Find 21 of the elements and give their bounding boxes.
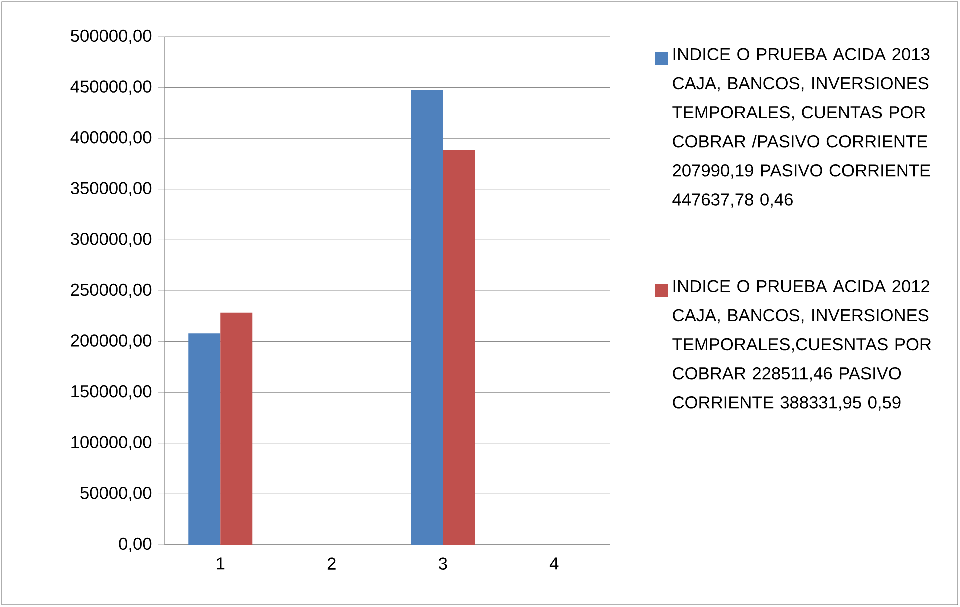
bar — [188, 334, 221, 545]
y-tick-label: 350000,00 — [71, 182, 152, 197]
y-tick-label: 450000,00 — [70, 80, 152, 95]
y-tick-label: 200000,00 — [71, 334, 152, 349]
legend-label: INDICE O PRUEBA ACIDA 2013 CAJA, BANCOS, INVERSIONES TEMPORALES, CUENTAS POR COBRAR /PASIVO CORRIENTE 207990,19 PASIVO CORRIENTE 447637,78 0,46 — [672, 48, 930, 208]
y-tick-label: 500000,00 — [71, 30, 152, 44]
y-tick-label: 400000,00 — [70, 131, 152, 146]
y-tick-label: 50000,00 — [80, 487, 152, 502]
y-tick-label: 100000,00 — [72, 436, 152, 451]
x-tick-label: 1 — [217, 558, 225, 570]
y-tick-label: 150000,00 — [72, 385, 152, 400]
bar — [220, 312, 253, 545]
x-tick-label: 2 — [328, 558, 336, 570]
x-tick-label: 4 — [550, 558, 559, 570]
x-tick-label: 3 — [438, 558, 448, 570]
bar — [443, 150, 476, 545]
y-tick-label: 0,00 — [119, 538, 152, 552]
legend-label: INDICE O PRUEBA ACIDA 2012 CAJA, BANCOS, INVERSIONES TEMPORALES,CUESNTAS POR COBRAR 228511,46 PASIVO CORRIENTE 388331,95 0,59 — [672, 280, 932, 411]
y-tick-label: 300000,00 — [71, 233, 152, 248]
bar — [411, 90, 444, 545]
y-tick-label: 250000,00 — [71, 284, 152, 298]
